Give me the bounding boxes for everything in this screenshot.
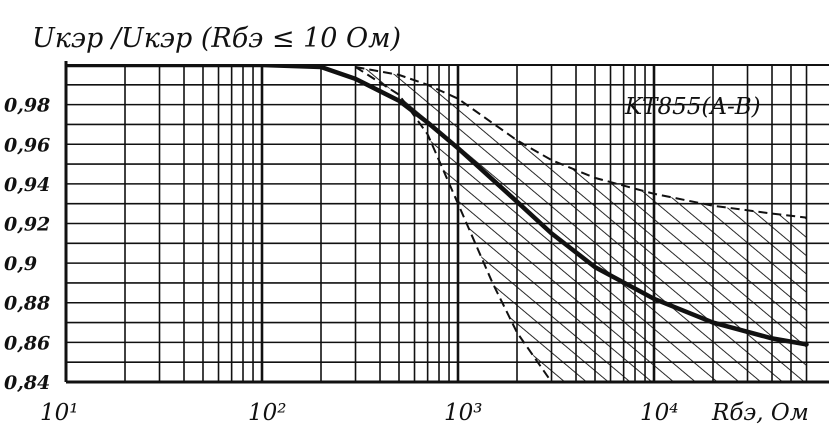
y-tick-label: 0,92: [4, 214, 50, 236]
y-tick-label: 0,9: [4, 253, 37, 275]
spread-band-hatch: [355, 67, 807, 382]
spread-band-upper-boundary: [355, 66, 807, 219]
tick-labels: 0,84 0,86 0,88 0,9 0,92 0,94 0,96 0,98 10¹ 10² 10³…: [4, 95, 679, 426]
x-tick-label: 10¹: [40, 400, 79, 426]
spread-band-layer: [354, 66, 807, 382]
curve-layer: [66, 65, 809, 347]
y-tick-label: 0,96: [4, 134, 50, 156]
chart-title: Uкэр /Uкэр (Rбэ ≤ 10 Ом): [32, 23, 401, 54]
y-tick-label: 0,98: [4, 95, 50, 117]
y-tick-label: 0,94: [4, 174, 50, 196]
axes: [64, 61, 829, 384]
x-tick-label: 10³: [444, 400, 483, 426]
y-tick-label: 0,86: [4, 332, 50, 354]
y-tick-label: 0,88: [4, 293, 50, 315]
x-axis-title: Rбэ, Ом: [711, 400, 809, 426]
spread-band-lower-boundary: [354, 66, 807, 382]
series-line-typical: [66, 65, 809, 347]
y-tick-label: 0,84: [4, 372, 50, 394]
x-tick-label: 10⁴: [640, 400, 679, 426]
device-annotation: KT855(A-B): [624, 94, 761, 120]
x-tick-label: 10²: [248, 400, 287, 426]
